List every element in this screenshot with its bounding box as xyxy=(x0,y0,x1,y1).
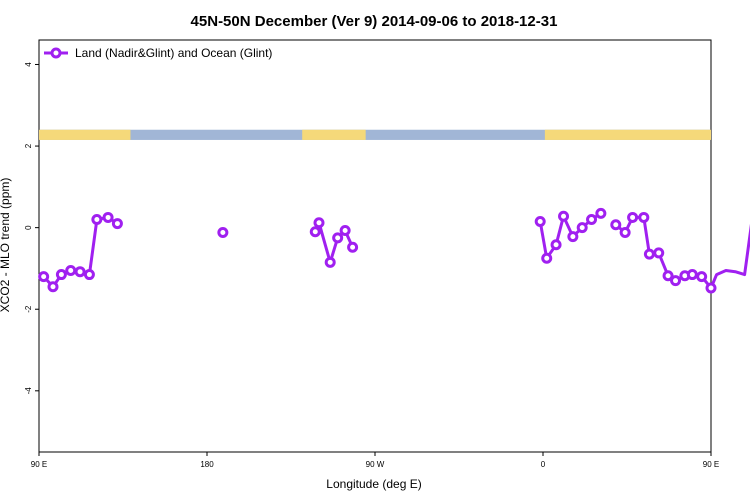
data-point xyxy=(217,227,229,239)
data-point xyxy=(38,271,50,283)
x-tick-label: 0 xyxy=(541,460,546,469)
data-point xyxy=(638,211,650,223)
data-point xyxy=(696,271,708,283)
land-band-segment xyxy=(544,129,711,140)
y-tick-label: -2 xyxy=(24,305,33,313)
data-point xyxy=(534,216,546,228)
x-tick-label: 90 E xyxy=(31,460,47,469)
data-point xyxy=(567,231,579,243)
data-point xyxy=(586,213,598,225)
data-point xyxy=(705,282,717,294)
x-tick-label: 90 E xyxy=(703,460,719,469)
legend-marker-swatch xyxy=(50,47,62,59)
y-tick-label: -4 xyxy=(24,387,33,395)
data-point xyxy=(91,213,103,225)
data-series xyxy=(38,207,750,294)
data-point xyxy=(627,211,639,223)
land-band-segment xyxy=(302,129,366,140)
y-tick-label: 4 xyxy=(24,62,33,67)
data-point xyxy=(643,248,655,260)
data-point xyxy=(313,217,325,229)
data-point xyxy=(653,247,665,259)
x-axis-label: Longitude (deg E) xyxy=(326,477,421,491)
data-point xyxy=(619,227,631,239)
data-point xyxy=(550,239,562,251)
x-tick-label: 90 W xyxy=(366,460,385,469)
data-point xyxy=(111,218,123,230)
legend: Land (Nadir&Glint) and Ocean (Glint) xyxy=(44,46,272,60)
land-band-segment xyxy=(39,129,131,140)
y-axis-label: XCO2 - MLO trend (ppm) xyxy=(0,178,12,313)
data-point xyxy=(610,219,622,231)
land-ocean-band xyxy=(39,129,711,140)
data-point xyxy=(347,241,359,253)
data-point xyxy=(83,269,95,281)
chart-title: 45N-50N December (Ver 9) 2014-09-06 to 2… xyxy=(191,13,558,30)
legend-label: Land (Nadir&Glint) and Ocean (Glint) xyxy=(75,46,272,60)
data-point xyxy=(55,269,67,281)
data-point xyxy=(74,266,86,278)
y-tick-label: 0 xyxy=(24,225,33,230)
plot-frame xyxy=(38,39,712,453)
data-point xyxy=(65,264,77,276)
data-point xyxy=(576,222,588,234)
data-point xyxy=(541,252,553,264)
data-point xyxy=(558,210,570,222)
data-point xyxy=(324,256,336,268)
data-point xyxy=(309,226,321,238)
y-tick-label: 2 xyxy=(24,143,33,148)
data-point xyxy=(47,281,59,293)
data-point xyxy=(332,232,344,244)
data-point xyxy=(686,269,698,281)
axes: -4 -2 0 2 4 90 E 180 90 W 0 90 E xyxy=(24,62,719,469)
data-point xyxy=(102,211,114,223)
data-point xyxy=(339,224,351,236)
data-point xyxy=(595,207,607,219)
ocean-band xyxy=(39,129,711,140)
x-tick-label: 180 xyxy=(200,460,214,469)
data-point xyxy=(662,270,674,282)
data-point xyxy=(670,275,682,287)
